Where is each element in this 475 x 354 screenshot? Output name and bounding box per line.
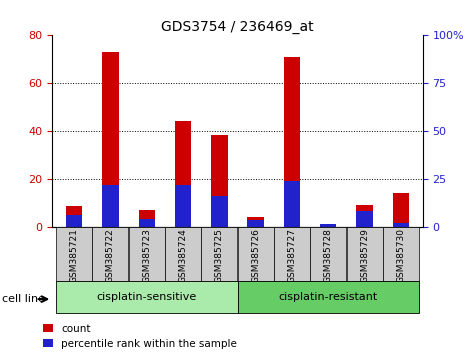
Text: cisplatin-sensitive: cisplatin-sensitive	[96, 292, 197, 302]
Bar	[139, 219, 155, 227]
Bar	[247, 220, 264, 227]
Bar	[284, 181, 300, 227]
Text: GSM385722: GSM385722	[106, 228, 115, 283]
Bar	[211, 135, 228, 227]
Text: GSM385729: GSM385729	[360, 228, 369, 283]
Bar	[92, 227, 128, 281]
Text: cell line: cell line	[2, 294, 46, 304]
Text: GSM385724: GSM385724	[179, 228, 188, 283]
Bar	[201, 227, 238, 281]
Text: GSM385730: GSM385730	[397, 228, 406, 283]
Bar	[310, 227, 346, 281]
Bar	[139, 210, 155, 227]
Bar	[356, 211, 373, 227]
Text: cisplatin-resistant: cisplatin-resistant	[279, 292, 378, 302]
Bar	[320, 224, 336, 227]
Text: GSM385725: GSM385725	[215, 228, 224, 283]
Text: GSM385726: GSM385726	[251, 228, 260, 283]
Text: GSM385723: GSM385723	[142, 228, 151, 283]
Bar	[274, 227, 310, 281]
Text: GSM385728: GSM385728	[324, 228, 333, 283]
Bar	[102, 184, 119, 227]
Bar	[238, 227, 274, 281]
Bar	[211, 196, 228, 227]
Bar	[56, 227, 92, 281]
Bar	[393, 193, 409, 227]
Bar	[383, 227, 419, 281]
Bar	[284, 57, 300, 227]
Bar	[66, 215, 82, 227]
Bar	[356, 205, 373, 227]
Text: GSM385721: GSM385721	[69, 228, 78, 283]
Bar	[165, 227, 201, 281]
Bar	[238, 281, 419, 313]
Text: GSM385727: GSM385727	[287, 228, 296, 283]
Bar	[175, 121, 191, 227]
Title: GDS3754 / 236469_at: GDS3754 / 236469_at	[161, 21, 314, 34]
Bar	[175, 184, 191, 227]
Bar	[393, 223, 409, 227]
Legend: count, percentile rank within the sample: count, percentile rank within the sample	[43, 324, 237, 349]
Bar	[347, 227, 383, 281]
Bar	[102, 52, 119, 227]
Bar	[247, 217, 264, 227]
Bar	[66, 206, 82, 227]
Bar	[56, 281, 238, 313]
Bar	[129, 227, 165, 281]
